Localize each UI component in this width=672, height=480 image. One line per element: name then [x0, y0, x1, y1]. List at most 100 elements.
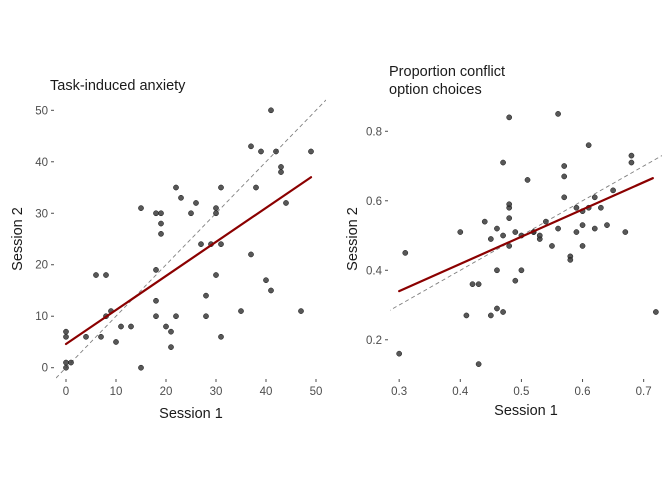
conflict-point [591, 225, 598, 232]
anxiety-point [138, 364, 144, 371]
conflict-x-tick-label: 0.3 [391, 386, 407, 398]
anxiety-point [213, 272, 219, 278]
conflict-y-tick-label: 0.6 [366, 196, 382, 208]
anxiety-point [63, 364, 69, 371]
conflict-point [506, 114, 513, 121]
conflict-point [402, 250, 409, 256]
conflict-point [561, 194, 568, 201]
anxiety-point [268, 107, 274, 114]
conflict-point [494, 225, 500, 232]
conflict-point [481, 218, 488, 225]
anxiety-point [278, 169, 284, 175]
anxiety-fit-line [64, 176, 313, 346]
anxiety-point [138, 205, 144, 211]
anxiety-point [98, 333, 104, 340]
anxiety-point [178, 194, 184, 201]
conflict-point [512, 229, 519, 235]
anxiety-point [218, 184, 224, 191]
conflict-y-tick-label: 0.8 [366, 126, 382, 138]
conflict-point [549, 243, 555, 249]
anxiety-point [263, 277, 269, 284]
anxiety-point [168, 344, 174, 350]
anxiety-point [103, 272, 109, 278]
anxiety-point [283, 200, 289, 206]
anxiety-point [203, 292, 209, 299]
conflict-point [543, 218, 549, 225]
conflict-point [598, 204, 604, 211]
anxiety-point [248, 251, 254, 258]
conflict-title: option choices [389, 82, 482, 98]
conflict-point [622, 229, 629, 235]
anxiety-y-tick-label: 20 [35, 260, 48, 272]
anxiety-point [158, 220, 164, 227]
conflict-title: Proportion conflict [389, 64, 505, 80]
conflict-point [494, 305, 500, 312]
conflict-x-axis-title: Session 1 [494, 403, 558, 419]
conflict-x-tick-label: 0.7 [636, 386, 652, 398]
conflict-y-tick-label: 0.4 [366, 265, 383, 277]
conflict-point [573, 229, 580, 235]
conflict-point [579, 243, 586, 249]
anxiety-point [113, 339, 119, 345]
anxiety-point [218, 333, 224, 340]
anxiety-x-tick-label: 0 [63, 386, 69, 398]
conflict-identity-line [390, 155, 662, 311]
conflict-point [628, 152, 635, 159]
anxiety-point [63, 359, 69, 366]
conflict-point [494, 267, 500, 274]
anxiety-point [173, 313, 179, 320]
anxiety-point [213, 205, 219, 211]
anxiety-point [63, 328, 69, 335]
conflict-point [653, 309, 659, 315]
anxiety-point [253, 184, 259, 191]
conflict-y-tick-label: 0.2 [366, 335, 382, 347]
anxiety-identity-line [56, 99, 326, 379]
conflict-point [561, 163, 568, 169]
anxiety-point [198, 241, 204, 247]
anxiety-point [128, 323, 134, 330]
anxiety-title: Task-induced anxiety [50, 78, 186, 94]
anxiety-x-tick-label: 20 [160, 386, 173, 398]
conflict-point [555, 111, 561, 117]
anxiety-point [193, 200, 199, 206]
conflict-point [573, 204, 580, 211]
conflict-point [579, 222, 586, 228]
anxiety-point [213, 210, 219, 217]
conflict-point [506, 215, 513, 221]
conflict-point [469, 281, 476, 288]
conflict-point [591, 194, 598, 201]
anxiety-point [63, 333, 69, 340]
anxiety-point [258, 148, 264, 155]
anxiety-x-axis-title: Session 1 [159, 406, 223, 422]
conflict-point [610, 187, 616, 194]
anxiety-point [153, 313, 159, 320]
anxiety-point [203, 313, 209, 320]
conflict-point [475, 361, 482, 367]
anxiety-x-tick-label: 50 [310, 386, 323, 398]
conflict-point [500, 309, 506, 315]
anxiety-x-tick-label: 10 [110, 386, 123, 398]
conflict-point [488, 236, 494, 242]
conflict-x-tick-label: 0.4 [452, 386, 469, 398]
anxiety-y-tick-label: 10 [35, 311, 48, 323]
conflict-point [500, 232, 506, 239]
conflict-point [506, 201, 513, 208]
anxiety-y-tick-label: 0 [42, 363, 48, 375]
anxiety-point [188, 210, 194, 217]
anxiety-point [153, 267, 159, 273]
conflict-point [567, 257, 574, 263]
conflict-point [500, 159, 506, 166]
conflict-point [561, 173, 568, 180]
conflict-x-tick-label: 0.6 [575, 386, 591, 398]
anxiety-point [68, 359, 74, 366]
anxiety-point [93, 272, 99, 278]
anxiety-point [308, 148, 314, 155]
anxiety-point [168, 328, 174, 335]
anxiety-point [153, 210, 159, 217]
conflict-point [506, 243, 513, 249]
anxiety-point [273, 148, 279, 155]
conflict-x-tick-label: 0.5 [513, 386, 529, 398]
conflict-point [463, 312, 470, 319]
conflict-point [488, 312, 494, 319]
